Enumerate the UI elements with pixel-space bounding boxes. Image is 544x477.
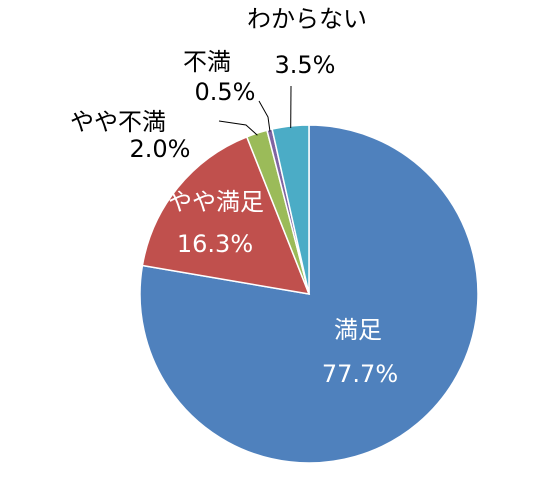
slice-label-somewhat-dissatisfied: やや不満 (70, 108, 166, 136)
pie-slices (139, 124, 479, 464)
leader-line-somewhat-dissatisfied (218, 120, 258, 136)
slice-label-satisfied: 満足 (334, 316, 382, 344)
slice-somewhat-satisfied (141, 135, 311, 295)
leader-lines (218, 85, 292, 136)
slice-label-somewhat-satisfied: やや満足 (168, 188, 264, 216)
slice-value-satisfied: 77.7% (322, 360, 398, 388)
slice-value-unknown: 3.5% (275, 51, 336, 79)
slice-label-dissatisfied: 不満 (183, 48, 231, 76)
slice-value-somewhat-satisfied: 16.3% (177, 230, 253, 258)
slice-value-dissatisfied: 0.5% (195, 78, 256, 106)
leader-line-dissatisfied (258, 100, 271, 132)
slice-label-unknown: わからない (247, 5, 367, 33)
slice-value-somewhat-dissatisfied: 2.0% (130, 135, 191, 163)
